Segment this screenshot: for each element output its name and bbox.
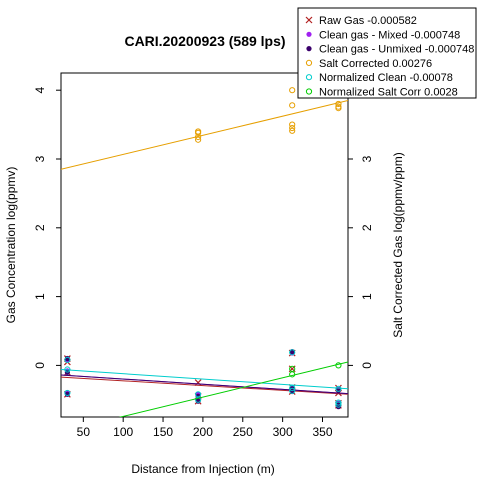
legend-item-clean-gas-unmixed-0-000748: Clean gas - Unmixed -0.000748 <box>306 44 474 56</box>
series-salt-corrected-0-00276-point <box>195 128 202 135</box>
series-clean-gas-unmixed-0-000748-point <box>335 404 342 410</box>
x-tick-label: 50 <box>77 425 91 439</box>
legend-label: Clean gas - Mixed -0.000748 <box>319 29 460 41</box>
plot-content <box>61 87 348 417</box>
y-tick-label: 0 <box>33 362 47 369</box>
legend-label: Clean gas - Unmixed -0.000748 <box>319 44 474 56</box>
x-tick-label: 100 <box>113 425 133 439</box>
legend-box <box>297 7 477 99</box>
series-salt-corrected-0-00276-point <box>289 102 296 109</box>
y-tick-label: 1 <box>33 293 47 300</box>
series-normalized-clean-0-00078-point <box>64 389 71 397</box>
series-salt-corrected-0-00276-point <box>335 104 342 112</box>
series-normalized-salt-corr-0-0028-point <box>289 371 296 378</box>
series-normalized-clean-0-00078-point <box>289 349 296 356</box>
series-salt-corrected-0-00276-fit-line <box>61 100 348 170</box>
y-axis-label: Gas Concentration log(ppmv) <box>4 167 18 324</box>
series-salt-corrected-0-00276-point <box>289 127 296 134</box>
series-clean-gas-unmixed-0-000748-fit-line <box>61 374 348 395</box>
series-normalized-clean-0-00078-point <box>195 396 202 403</box>
series-normalized-clean-0-00078-point <box>289 385 296 392</box>
series-normalized-clean-0-00078-point <box>64 366 71 373</box>
series-salt-corrected-0-00276-point <box>335 100 342 108</box>
series-salt-corrected-0-00276-point <box>289 124 296 132</box>
x-tick-label: 150 <box>153 425 173 439</box>
series-normalized-clean-0-00078-point <box>335 399 342 406</box>
legend-label: Salt Corrected 0.00276 <box>319 58 432 70</box>
series-normalized-clean-0-00078-point <box>335 401 342 408</box>
plot-frame <box>60 72 349 418</box>
legend-item-raw-gas-0-000582: Raw Gas -0.000582 <box>305 15 417 27</box>
chart-title: CARI.20200923 (589 lps) <box>124 33 285 49</box>
y-tick-label-right: 3 <box>360 155 374 162</box>
y-tick-label: 4 <box>33 87 47 94</box>
series-normalized-salt-corr-0-0028-point <box>335 362 342 369</box>
legend-item-normalized-clean-0-00078: Normalized Clean -0.00078 <box>305 72 453 84</box>
series-normalized-clean-0-00078-point <box>289 387 296 394</box>
x-axis-label: Distance from Injection (m) <box>131 462 274 476</box>
y-tick-label: 2 <box>33 224 47 231</box>
x-axis: 50 100 150 200 250 300 350 <box>77 417 333 439</box>
x-tick-label: 200 <box>193 425 213 439</box>
x-tick-label: 300 <box>273 425 293 439</box>
y-axis-right: 0 1 2 3 <box>348 155 374 369</box>
series-raw-gas-0-000582-fit-line <box>61 376 348 395</box>
series-salt-corrected-0-00276-point <box>289 87 296 94</box>
x-tick-label: 350 <box>312 425 332 439</box>
legend: Raw Gas -0.000582 Clean gas - Mixed -0.00… <box>297 7 477 99</box>
legend-label: Normalized Clean -0.00078 <box>319 72 453 84</box>
x-tick-label: 250 <box>233 425 253 439</box>
y-axis-left: 0 1 2 3 4 <box>33 87 61 369</box>
legend-label: Normalized Salt Corr 0.0028 <box>319 87 458 99</box>
y-tick-label-right: 2 <box>360 224 374 231</box>
y-axis-label-right: Salt Corrected Gas log(ppmv/ppm) <box>391 152 405 337</box>
series-normalized-salt-corr-0-0028-fit-line <box>118 361 348 417</box>
legend-label: Raw Gas -0.000582 <box>319 15 417 27</box>
series-normalized-clean-0-00078-point <box>335 385 342 392</box>
y-tick-label-right: 1 <box>360 293 374 300</box>
legend-item-normalized-salt-corr-0-0028: Normalized Salt Corr 0.0028 <box>305 87 458 99</box>
legend-item-clean-gas-mixed-0-000748: Clean gas - Mixed -0.000748 <box>306 29 460 41</box>
legend-item-salt-corrected-0-00276: Salt Corrected 0.00276 <box>305 58 432 70</box>
series-salt-corrected-0-00276-point <box>289 121 296 128</box>
y-tick-label-right: 0 <box>360 362 374 369</box>
series-salt-corrected-0-00276-point <box>195 136 202 143</box>
y-tick-label: 3 <box>33 155 47 162</box>
series-normalized-clean-0-00078-point <box>64 356 71 363</box>
series-normalized-clean-0-00078-fit-line <box>61 369 348 390</box>
series-raw-gas-0-000582-point <box>194 379 202 387</box>
